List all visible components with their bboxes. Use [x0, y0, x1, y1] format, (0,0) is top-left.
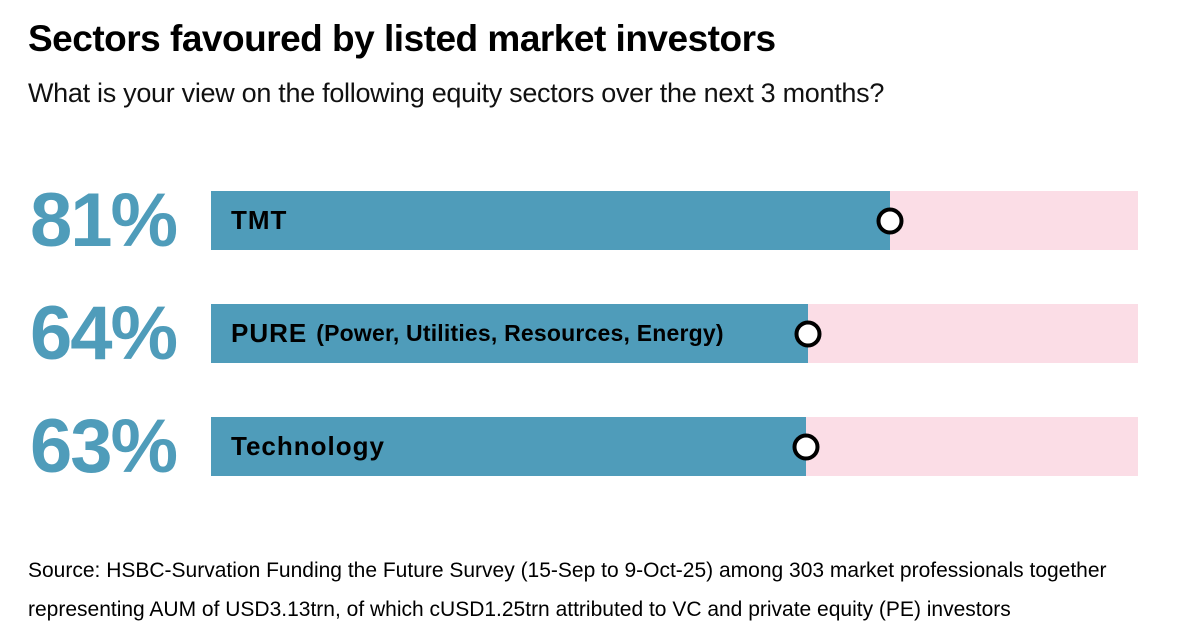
bar-category-label: PURE	[231, 318, 308, 348]
marker-circle-icon	[792, 433, 820, 460]
bar-track: TMT	[211, 191, 1138, 250]
source-note: Source: HSBC-Survation Funding the Futur…	[28, 551, 1107, 629]
bar-row-pure: 64% PURE (Power, Utilities, Resources, E…	[0, 291, 1138, 376]
bar-value-label: 81%	[30, 178, 178, 263]
bar-category-label: Technology	[231, 431, 385, 461]
source-line-2: representing AUM of USD3.13trn, of which…	[28, 598, 1011, 621]
bar-fill: PURE (Power, Utilities, Resources, Energ…	[211, 304, 808, 363]
bar-value-label: 63%	[30, 404, 178, 489]
page-title: Sectors favoured by listed market invest…	[28, 18, 776, 59]
bar-category-label: TMT	[231, 205, 288, 235]
bar-fill: Technology	[211, 417, 807, 476]
bar-row-tmt: 81% TMT	[0, 178, 1138, 263]
marker-circle-icon	[876, 207, 904, 234]
source-line-1: Source: HSBC-Survation Funding the Futur…	[28, 559, 1107, 582]
marker-circle-icon	[794, 320, 822, 347]
bar-row-technology: 63% Technology	[0, 404, 1138, 489]
bar-track: PURE (Power, Utilities, Resources, Energ…	[211, 304, 1138, 363]
bar-value-label: 64%	[30, 291, 178, 376]
bar-category-detail: (Power, Utilities, Resources, Energy)	[316, 320, 724, 346]
chart-subtitle: What is your view on the following equit…	[28, 78, 885, 108]
bar-track: Technology	[211, 417, 1138, 476]
bar-fill: TMT	[211, 191, 890, 250]
